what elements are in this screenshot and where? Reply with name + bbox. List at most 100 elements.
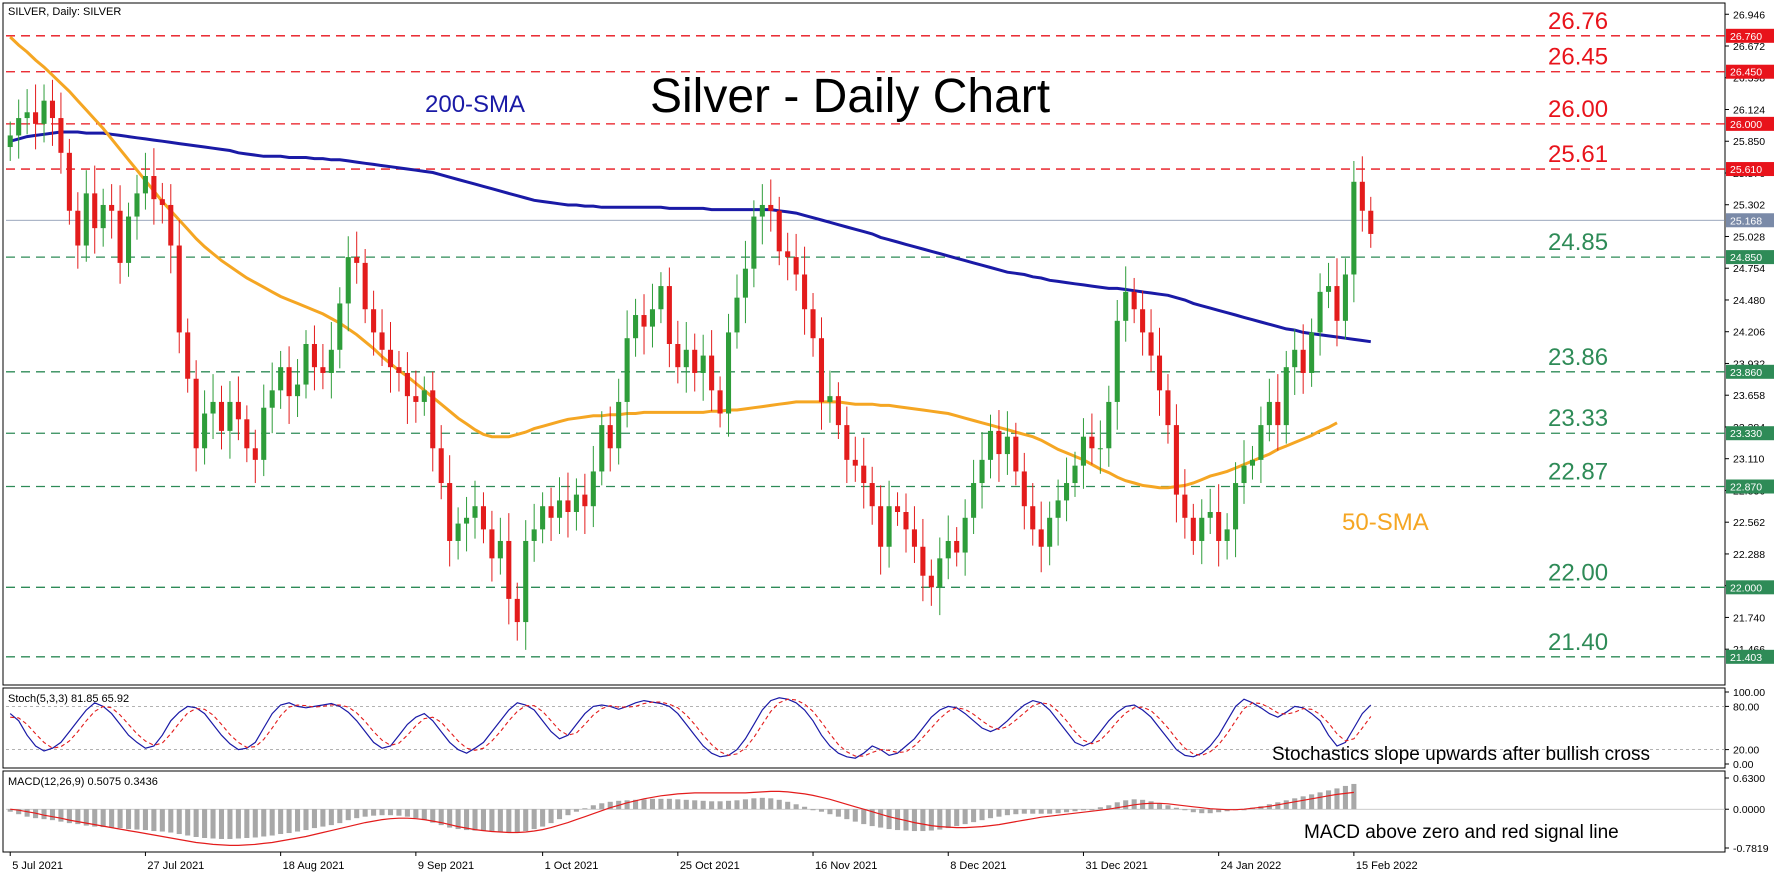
macd-histogram-bar — [954, 809, 960, 827]
candle-body — [911, 529, 917, 547]
macd-histogram-bar — [1216, 809, 1222, 813]
candle-body — [193, 378, 199, 449]
macd-histogram-bar — [379, 809, 385, 816]
level-badge-text: 25.610 — [1730, 164, 1762, 176]
date-tick-label: 5 Jul 2021 — [12, 860, 63, 872]
date-tick-label: 15 Feb 2022 — [1356, 860, 1418, 872]
candle-body — [218, 401, 225, 431]
macd-histogram-bar — [886, 809, 892, 830]
candle-body — [1123, 291, 1129, 321]
candle-body — [362, 262, 368, 310]
macd-histogram-bar — [83, 809, 89, 826]
candle-body — [742, 268, 748, 298]
macd-histogram-bar — [337, 809, 343, 824]
candle-body — [1266, 401, 1272, 426]
price-tick-label: 24.480 — [1733, 295, 1765, 307]
macd-histogram-bar — [878, 809, 884, 828]
macd-histogram-bar — [531, 809, 537, 830]
macd-histogram-bar — [1156, 803, 1163, 810]
candle-body — [7, 135, 13, 148]
candle-body — [1131, 291, 1137, 310]
candle-body — [658, 286, 664, 310]
macd-histogram-bar — [464, 809, 470, 831]
macd-histogram-bar — [1325, 790, 1332, 810]
macd-histogram-bar — [1038, 809, 1044, 814]
candle-body — [734, 297, 740, 333]
macd-histogram-bar — [92, 809, 98, 827]
candle-body — [1207, 512, 1213, 518]
date-tick-label: 18 Aug 2021 — [283, 860, 345, 872]
candle-body — [802, 274, 808, 310]
candle-body — [75, 210, 81, 246]
candle-body — [311, 344, 317, 368]
candle-body — [1258, 425, 1264, 460]
macd-histogram-bar — [134, 809, 140, 830]
macd-histogram-bar — [633, 799, 639, 810]
candle-body — [421, 390, 427, 402]
macd-histogram-bar — [41, 809, 47, 820]
macd-pane: 0.6300 0.0000 -0.7819 — [6, 773, 1769, 855]
price-tick-label: 26.672 — [1733, 41, 1765, 53]
candle-body — [472, 506, 478, 518]
macd-histogram-bar — [16, 809, 22, 815]
candle-body — [227, 401, 233, 431]
macd-pane-frame — [2, 770, 1726, 853]
macd-histogram-bar — [1072, 809, 1078, 812]
level-badge-text: 21.403 — [1730, 652, 1762, 664]
level-badge-text: 23.860 — [1730, 367, 1762, 379]
candle-body — [83, 193, 89, 246]
date-tick-label: 25 Oct 2021 — [680, 860, 740, 872]
price-tick-label: 23.658 — [1733, 390, 1765, 402]
candle-body — [49, 100, 56, 119]
level-badge-text: 22.000 — [1730, 582, 1762, 594]
macd-histogram-bar — [827, 809, 833, 815]
candle-body — [320, 367, 326, 373]
candle-body — [683, 349, 689, 368]
candle-body — [92, 193, 98, 229]
candle-body — [438, 448, 444, 484]
macd-histogram-bar — [1165, 805, 1171, 810]
candle-body — [269, 390, 275, 408]
candle-body — [286, 367, 292, 397]
stoch-tick-label: 100.00 — [1733, 687, 1765, 699]
macd-histogram-bar — [75, 809, 81, 825]
date-tick-label: 16 Nov 2021 — [815, 860, 877, 872]
candle-body — [1182, 494, 1188, 518]
macd-histogram-bar — [210, 809, 216, 839]
candle-body — [641, 315, 647, 327]
candle-body — [16, 118, 22, 136]
candle-body — [827, 396, 833, 402]
macd-histogram-bar — [100, 809, 106, 828]
macd-histogram-bar — [1300, 796, 1306, 810]
candle-body — [1064, 483, 1070, 501]
macd-histogram-bar — [362, 809, 368, 817]
candle-body — [531, 529, 537, 541]
macd-histogram-bar — [599, 803, 605, 810]
candle-body — [345, 257, 351, 304]
macd-histogram-bar — [24, 809, 30, 817]
candle-body — [1089, 436, 1095, 449]
macd-histogram-bar — [1123, 800, 1129, 810]
candle-body — [869, 483, 875, 507]
candle-body — [371, 309, 377, 333]
macd-histogram-bar — [785, 801, 791, 810]
candle-body — [447, 483, 453, 541]
candle-body — [1300, 349, 1306, 373]
candle-body — [142, 176, 148, 194]
macd-histogram-bar — [1055, 809, 1061, 814]
candle-body — [523, 540, 529, 623]
macd-histogram-bar — [354, 809, 360, 819]
macd-histogram-bar — [151, 809, 157, 832]
macd-histogram-bar — [742, 799, 748, 810]
stochastic-pane: 100.00 80.00 20.00 0.00 — [6, 687, 1765, 771]
candle-body — [41, 100, 47, 124]
macd-histogram-bar — [396, 809, 402, 816]
candle-body — [235, 401, 241, 420]
candle-body — [1359, 181, 1365, 211]
candle-body — [1309, 332, 1315, 373]
macd-histogram-bar — [295, 809, 301, 832]
macd-histogram-bar — [869, 809, 875, 827]
level-badge — [1726, 250, 1774, 265]
candle-body — [354, 257, 360, 263]
candle-body — [573, 494, 579, 512]
